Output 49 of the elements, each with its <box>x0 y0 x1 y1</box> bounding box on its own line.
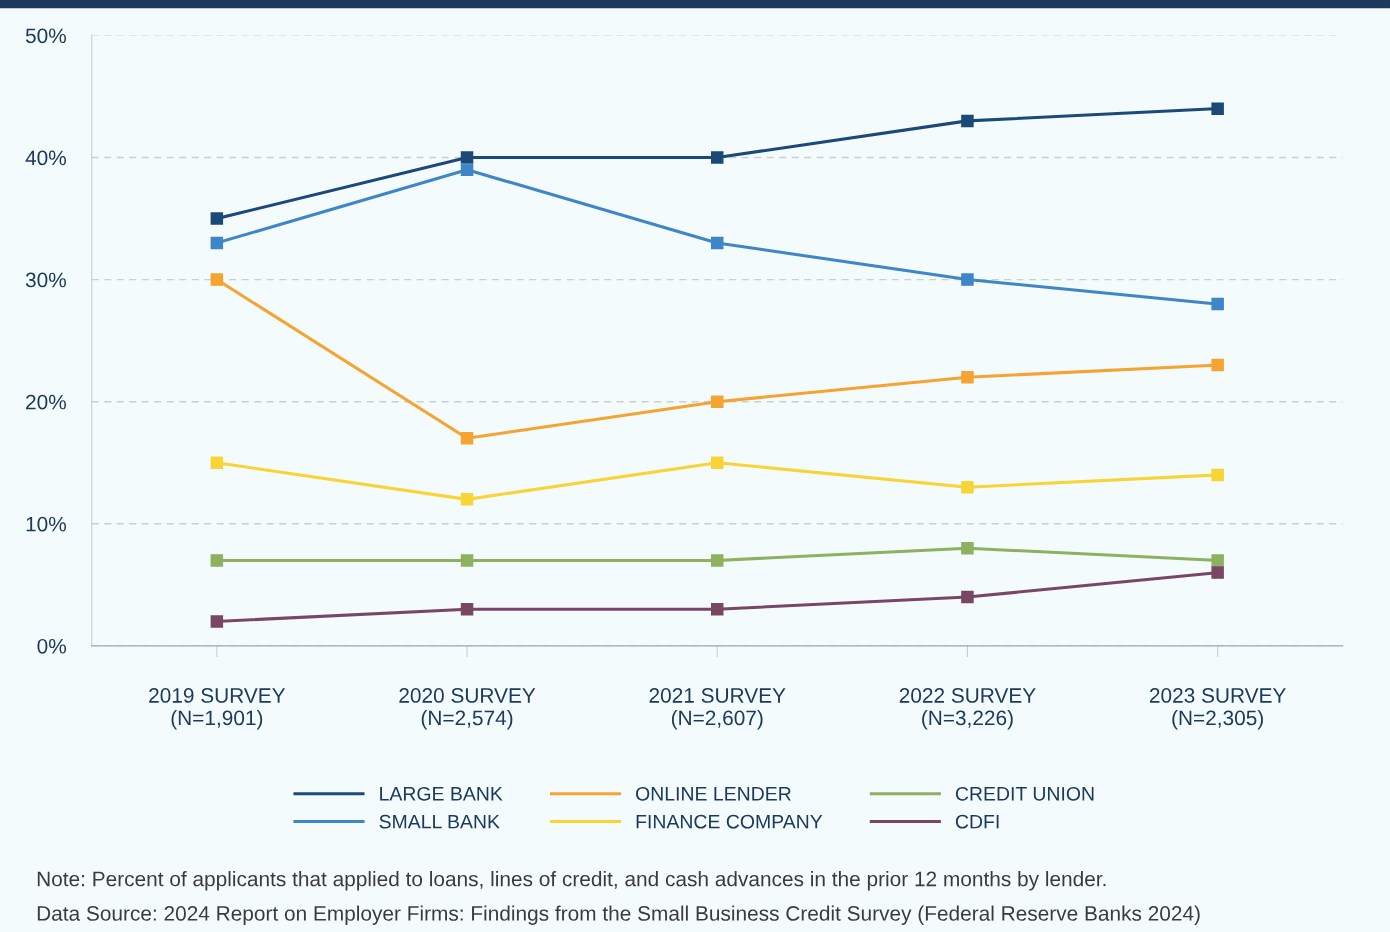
point <box>460 493 474 506</box>
point <box>710 554 724 567</box>
y-tick-label: 20% <box>26 394 66 410</box>
legend-label: CDFI <box>955 814 999 829</box>
point <box>961 480 974 494</box>
x-tick-label: 2020 SURVEY (N=2,574) <box>399 688 536 730</box>
legend-label: FINANCE COMPANY <box>636 814 823 829</box>
legend-label: CREDIT UNION <box>955 786 1094 801</box>
y-tick-label: 10% <box>26 516 66 532</box>
point <box>961 541 974 555</box>
y-tick-label: 0% <box>37 638 66 654</box>
point <box>1211 554 1224 567</box>
point <box>210 273 224 286</box>
point <box>710 602 724 616</box>
source-note: Data Source: 2024 Report on Employer Firms: Findings from the Small Business Credit Survey (Federal Reserve Banks 2024) <box>37 905 1200 925</box>
x-tick-label: 2019 SURVEY (N=1,901) <box>149 688 286 730</box>
point <box>210 456 224 469</box>
point <box>460 602 474 616</box>
point <box>710 456 724 469</box>
x-tick-label: 2022 SURVEY (N=3,226) <box>899 688 1036 730</box>
point <box>460 432 474 445</box>
point <box>210 212 224 225</box>
point <box>460 554 474 567</box>
point <box>1211 468 1224 482</box>
point <box>1211 102 1224 115</box>
y-tick-label: 50% <box>25 28 66 44</box>
point <box>961 273 974 286</box>
point <box>1211 358 1224 372</box>
point <box>460 151 474 164</box>
point <box>210 236 224 250</box>
legend-label: LARGE BANK <box>380 786 503 801</box>
point <box>210 554 224 567</box>
point <box>961 114 974 128</box>
point <box>460 163 474 176</box>
point <box>1211 566 1224 579</box>
point <box>710 236 724 250</box>
y-tick-label: 40% <box>25 150 66 166</box>
x-tick-label: 2021 SURVEY (N=2,607) <box>649 688 786 730</box>
point <box>710 151 724 164</box>
point <box>1211 297 1224 311</box>
legend-label: ONLINE LENDER <box>636 786 791 801</box>
point <box>961 371 974 384</box>
legend-label: SMALL BANK <box>379 814 500 829</box>
y-tick-label: 30% <box>25 272 66 288</box>
point <box>961 590 974 604</box>
x-tick-label: 2023 SURVEY (N=2,305) <box>1149 688 1286 730</box>
point <box>710 395 724 408</box>
point <box>210 615 224 628</box>
text: Note: Percent of applicants that applied to loans, lines of credit, and cash advances in the prior 12 months by lender. <box>37 871 1106 891</box>
